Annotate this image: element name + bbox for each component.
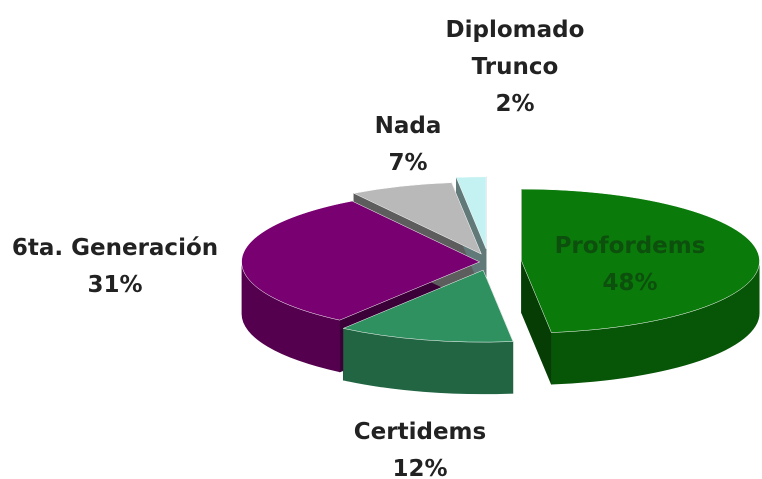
slice-side <box>343 328 513 395</box>
slice-label: Nada 7% <box>328 108 488 182</box>
category-name: Profordems <box>554 233 706 259</box>
slice-top <box>455 176 487 249</box>
percent-label: 31% <box>87 272 143 298</box>
percent-label: 2% <box>495 91 535 117</box>
category-name: Diplomado Trunco <box>445 17 585 80</box>
slice-top <box>241 200 481 321</box>
percent-label: 7% <box>388 150 428 176</box>
percent-label: 12% <box>392 456 448 479</box>
category-name: Certidems <box>353 419 487 445</box>
category-name: 6ta. Generación <box>11 235 219 261</box>
category-name: Nada <box>374 113 442 139</box>
percent-label: 48% <box>602 270 658 296</box>
slice-top <box>521 188 760 333</box>
slice-label: Profordems 48% <box>530 228 730 302</box>
slice-top <box>353 182 482 255</box>
slice-label: Certidems 12% <box>300 414 540 479</box>
slice-top <box>342 269 514 343</box>
slice-label: 6ta. Generación 31% <box>0 230 235 304</box>
slice-side <box>551 261 760 385</box>
slice-side <box>241 261 340 373</box>
slice-label: Diplomado Trunco 2% <box>440 12 590 123</box>
